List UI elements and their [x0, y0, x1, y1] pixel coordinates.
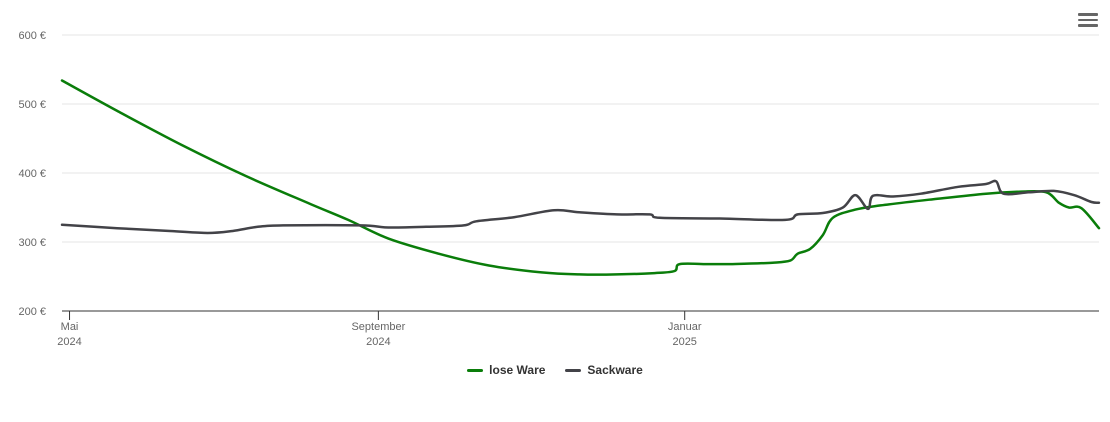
- legend: lose Ware Sackware: [0, 363, 1110, 377]
- x-tick-label: Mai 2024: [57, 321, 81, 348]
- x-tick-label-line: 2024: [366, 336, 390, 348]
- x-tick-label-line: Januar: [668, 321, 702, 333]
- x-tick-label: September 2024: [351, 321, 405, 348]
- y-axis-labels: 200 € 300 € 400 € 500 € 600 €: [18, 30, 46, 318]
- y-tick-label: 300 €: [18, 237, 46, 249]
- legend-label: Sackware: [587, 363, 643, 377]
- x-tick-label-line: 2025: [672, 336, 696, 348]
- series-lines: [60, 79, 1101, 276]
- x-tick-label-line: September: [351, 321, 405, 333]
- series-line-sackware: [60, 179, 1101, 235]
- x-tick-label-line: 2024: [57, 336, 81, 348]
- legend-swatch: [565, 368, 582, 372]
- x-axis-ticks: Mai 2024 September 2024 Januar 2025: [57, 311, 702, 348]
- legend-label: lose Ware: [489, 363, 546, 377]
- hamburger-menu-icon-bar: [1078, 24, 1098, 27]
- legend-item-sackware[interactable]: Sackware: [565, 363, 643, 377]
- legend-item-lose-ware[interactable]: lose Ware: [467, 363, 545, 377]
- legend-swatch: [467, 368, 484, 372]
- y-tick-label: 500 €: [18, 99, 46, 111]
- y-tick-label: 400 €: [18, 168, 46, 180]
- y-tick-label: 600 €: [18, 30, 46, 42]
- chart-menu-button[interactable]: [1078, 13, 1098, 29]
- x-tick-label: Januar 2025: [668, 321, 702, 348]
- y-tick-label: 200 €: [18, 306, 46, 318]
- hamburger-menu-icon: [1078, 13, 1098, 16]
- x-tick-label-line: Mai: [61, 321, 79, 333]
- hamburger-menu-icon-bar: [1078, 18, 1098, 21]
- series-line-lose-ware: [60, 79, 1101, 276]
- grid: [62, 34, 1099, 243]
